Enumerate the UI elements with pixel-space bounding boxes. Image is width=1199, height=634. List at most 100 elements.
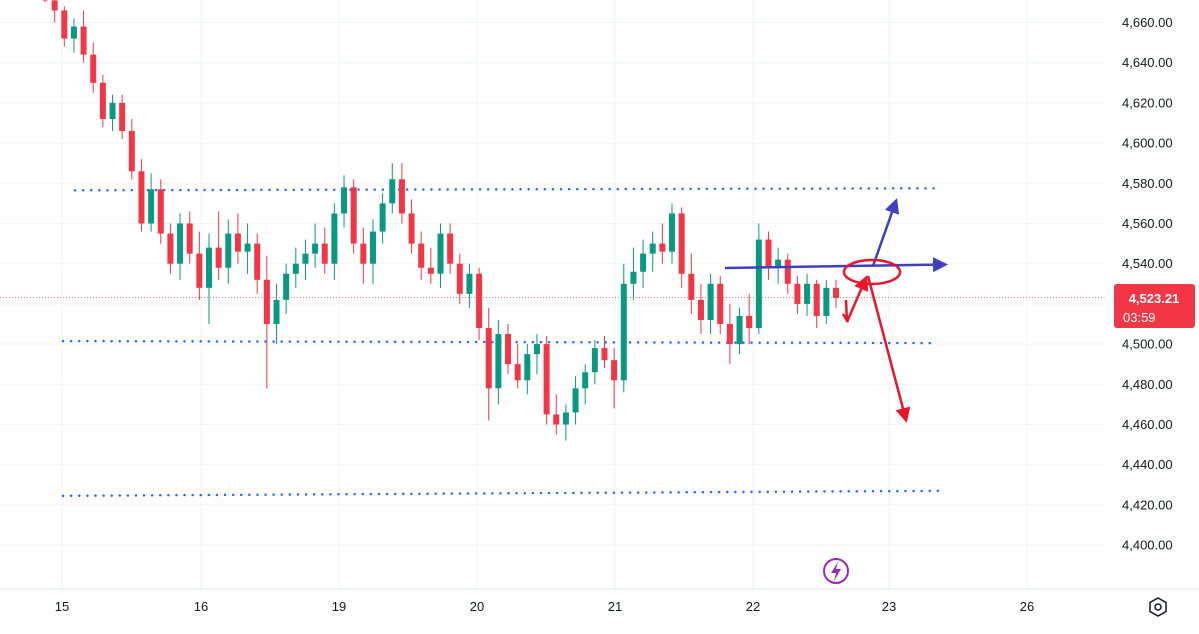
candle[interactable] — [553, 394, 559, 434]
candle[interactable] — [466, 264, 472, 308]
candle[interactable] — [167, 224, 173, 274]
candle[interactable] — [544, 336, 550, 424]
candle[interactable] — [679, 207, 685, 287]
x-tick-label[interactable]: 20 — [470, 599, 484, 614]
candle[interactable] — [708, 274, 714, 334]
x-tick-label[interactable]: 19 — [332, 599, 346, 614]
candle[interactable] — [688, 254, 694, 314]
candle-body — [669, 213, 675, 251]
candle[interactable] — [698, 284, 704, 334]
candle[interactable] — [659, 224, 665, 264]
candle[interactable] — [640, 240, 646, 288]
candle[interactable] — [360, 228, 366, 284]
blue-up-arrow[interactable] — [873, 201, 896, 266]
dotted-level-line[interactable] — [75, 188, 938, 190]
candle[interactable] — [630, 248, 636, 300]
candle[interactable] — [592, 340, 598, 384]
candle[interactable] — [264, 256, 270, 389]
candle[interactable] — [119, 95, 125, 139]
candle[interactable] — [42, 0, 48, 2]
candle[interactable] — [486, 308, 492, 421]
candle[interactable] — [254, 234, 260, 294]
candle[interactable] — [621, 264, 627, 393]
candle-body — [158, 189, 164, 233]
candle[interactable] — [669, 203, 675, 263]
candle[interactable] — [746, 294, 752, 344]
candle[interactable] — [515, 344, 521, 388]
candle[interactable] — [505, 324, 511, 374]
candle[interactable] — [90, 43, 96, 93]
candle[interactable] — [601, 336, 607, 368]
x-tick-label[interactable]: 22 — [746, 599, 760, 614]
candle[interactable] — [216, 211, 222, 279]
candle[interactable] — [814, 280, 820, 328]
candle[interactable] — [765, 232, 771, 280]
candle[interactable] — [823, 280, 829, 324]
candle[interactable] — [573, 376, 579, 424]
candle[interactable] — [148, 173, 154, 231]
x-tick-label[interactable]: 21 — [608, 599, 622, 614]
candle[interactable] — [71, 18, 77, 52]
candle[interactable] — [206, 234, 212, 324]
candle[interactable] — [756, 224, 762, 335]
red-up-arrow[interactable] — [847, 278, 866, 322]
candle[interactable] — [524, 344, 530, 394]
y-tick-label: 4,420.00 — [1122, 497, 1173, 512]
candle-body — [679, 213, 685, 273]
candle[interactable] — [794, 276, 800, 314]
candle[interactable] — [438, 224, 444, 288]
candle[interactable] — [322, 228, 328, 274]
candle-body — [167, 234, 173, 264]
candle[interactable] — [737, 308, 743, 354]
candle[interactable] — [611, 348, 617, 408]
candle[interactable] — [351, 179, 357, 253]
candle[interactable] — [245, 224, 251, 274]
candle[interactable] — [409, 199, 415, 253]
candle[interactable] — [312, 224, 318, 268]
candle[interactable] — [235, 213, 241, 263]
candle[interactable] — [129, 119, 135, 179]
candle[interactable] — [274, 284, 280, 344]
candle[interactable] — [418, 232, 424, 280]
candle[interactable] — [100, 75, 106, 127]
candle[interactable] — [370, 219, 376, 283]
candle[interactable] — [457, 254, 463, 304]
dotted-level-line[interactable] — [63, 491, 942, 496]
candle[interactable] — [717, 276, 723, 334]
candle-body — [216, 248, 222, 268]
candle[interactable] — [495, 320, 501, 404]
settings-icon[interactable] — [1150, 598, 1166, 616]
candle[interactable] — [389, 163, 395, 213]
candle[interactable] — [650, 232, 656, 272]
candle[interactable] — [158, 179, 164, 243]
candle[interactable] — [380, 193, 386, 243]
candle[interactable] — [302, 240, 308, 280]
candle[interactable] — [804, 274, 810, 316]
candle[interactable] — [582, 364, 588, 404]
candle[interactable] — [775, 248, 781, 284]
lightning-icon[interactable] — [824, 559, 848, 583]
x-tick-label[interactable]: 15 — [55, 599, 69, 614]
candle-body — [659, 244, 665, 252]
candle[interactable] — [563, 404, 569, 440]
candle[interactable] — [187, 211, 193, 263]
candle[interactable] — [534, 334, 540, 374]
candle[interactable] — [52, 0, 58, 23]
candle[interactable] — [293, 248, 299, 288]
candle[interactable] — [727, 304, 733, 364]
candle[interactable] — [81, 10, 87, 62]
candle[interactable] — [138, 159, 144, 231]
x-tick-label[interactable]: 16 — [194, 599, 208, 614]
candle[interactable] — [331, 203, 337, 279]
candle[interactable] — [399, 163, 405, 223]
candle[interactable] — [110, 95, 116, 131]
candle[interactable] — [447, 224, 453, 274]
candle[interactable] — [283, 264, 289, 314]
candle[interactable] — [225, 219, 231, 283]
candle[interactable] — [428, 248, 434, 284]
x-tick-label[interactable]: 26 — [1020, 599, 1034, 614]
x-tick-label[interactable]: 23 — [882, 599, 896, 614]
candle[interactable] — [785, 254, 791, 294]
